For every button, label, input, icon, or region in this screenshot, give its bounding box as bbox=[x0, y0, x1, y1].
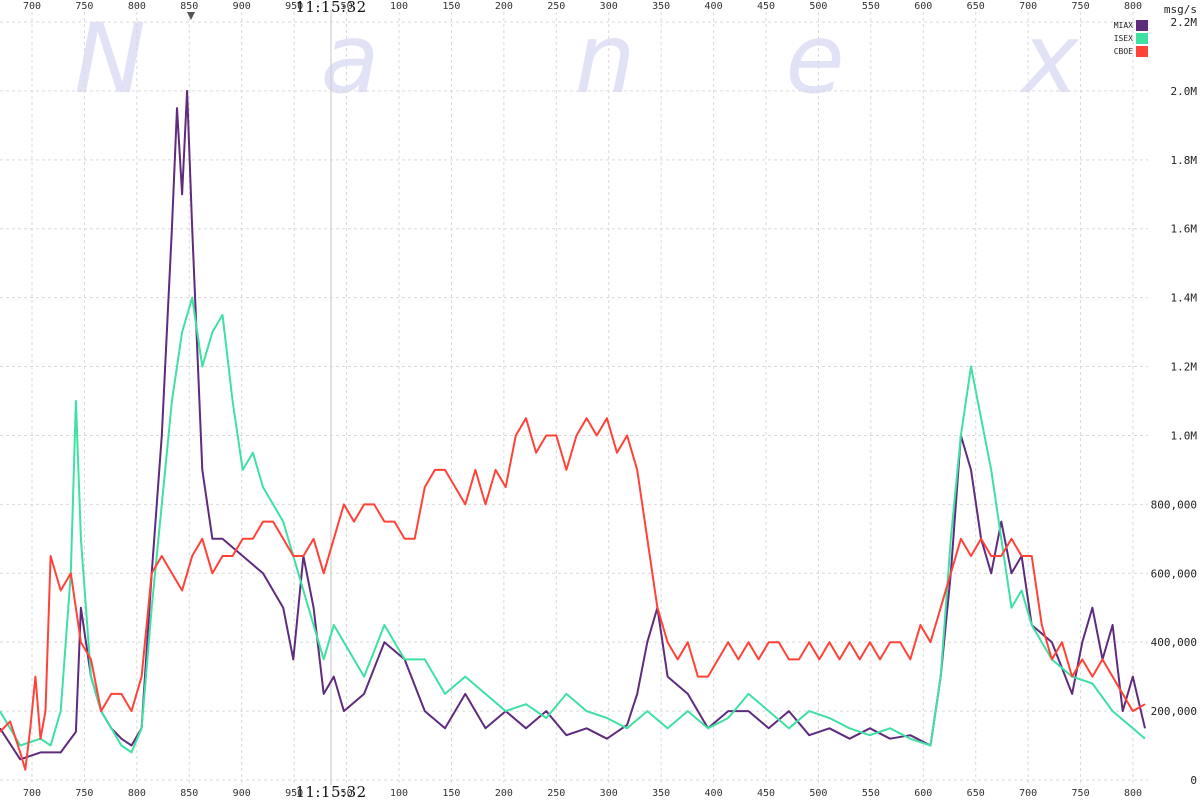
x-tick-label-bottom: 750 bbox=[1072, 788, 1090, 799]
x-tick-label-bottom: 300 bbox=[600, 788, 618, 799]
y-tick-label: 1.8M bbox=[1171, 154, 1198, 167]
time-label-bottom: 11:15:32 bbox=[295, 783, 366, 800]
y-axis-labels: 0 200,000 400,000 600,000 800,000 1.0M 1.2M 1.4… bbox=[1151, 16, 1198, 787]
y-tick-label: 400,000 bbox=[1151, 636, 1197, 649]
legend-swatch-miax bbox=[1136, 20, 1148, 31]
watermark-letter: n bbox=[575, 3, 636, 115]
series-line-miax bbox=[0, 89, 1146, 761]
series-line-cboe bbox=[0, 417, 1146, 771]
x-tick-label-top: 650 bbox=[967, 1, 985, 12]
legend-swatch-isex bbox=[1136, 33, 1148, 44]
x-tick-label-bottom: 750 bbox=[75, 788, 93, 799]
x-tick-label-top: 800 bbox=[128, 1, 146, 12]
x-tick-label-top: 750 bbox=[1072, 1, 1090, 12]
x-tick-label-bottom: 200 bbox=[495, 788, 513, 799]
x-tick-label-bottom: 350 bbox=[652, 788, 670, 799]
x-tick-label-top: 450 bbox=[757, 1, 775, 12]
x-tick-label-top: 800 bbox=[1124, 1, 1142, 12]
legend: MIAX ISEX CBOE bbox=[1114, 20, 1148, 57]
x-tick-label-bottom: 950 bbox=[285, 788, 303, 799]
x-axis-top-labels: 700 750 800 850 900 950 50 100 150 200 250 300 350 40… bbox=[23, 1, 1142, 12]
x-tick-label-bottom: 800 bbox=[1124, 788, 1142, 799]
x-tick-label-top: 900 bbox=[233, 1, 251, 12]
time-marker-arrow-icon bbox=[187, 12, 195, 20]
x-tick-label-top: 100 bbox=[390, 1, 408, 12]
x-tick-label-top: 950 bbox=[285, 1, 303, 12]
x-tick-label-top: 200 bbox=[495, 1, 513, 12]
watermark-letter: a bbox=[321, 3, 380, 115]
y-tick-label: 2.2M bbox=[1171, 16, 1198, 29]
x-tick-label-bottom: 450 bbox=[757, 788, 775, 799]
x-tick-label-bottom: 700 bbox=[23, 788, 41, 799]
y-tick-label: 1.2M bbox=[1171, 361, 1198, 374]
x-tick-label-bottom: 600 bbox=[914, 788, 932, 799]
legend-label-cboe: CBOE bbox=[1114, 47, 1133, 56]
watermark-letter: e bbox=[785, 3, 844, 115]
x-tick-label-top: 250 bbox=[547, 1, 565, 12]
chart-grid bbox=[0, 12, 1148, 785]
y-tick-label: 800,000 bbox=[1151, 498, 1197, 511]
y-tick-label: 2.0M bbox=[1171, 85, 1198, 98]
legend-label-miax: MIAX bbox=[1114, 21, 1133, 30]
y-tick-label: 0 bbox=[1190, 774, 1197, 787]
series-lines bbox=[0, 89, 1146, 771]
x-tick-label-top: 750 bbox=[75, 1, 93, 12]
x-tick-label-bottom: 100 bbox=[390, 788, 408, 799]
x-tick-label-top: 400 bbox=[705, 1, 723, 12]
x-tick-label-bottom: 250 bbox=[547, 788, 565, 799]
series-line-isex bbox=[0, 296, 1146, 754]
x-tick-label-bottom: 50 bbox=[341, 788, 353, 799]
x-tick-label-top: 700 bbox=[1019, 1, 1037, 12]
x-tick-label-bottom: 800 bbox=[128, 788, 146, 799]
y-tick-label: 200,000 bbox=[1151, 705, 1197, 718]
time-label-top: 11:15:32 bbox=[295, 0, 366, 16]
y-tick-label: 600,000 bbox=[1151, 567, 1197, 580]
x-tick-label-bottom: 400 bbox=[705, 788, 723, 799]
legend-swatch-cboe bbox=[1136, 46, 1148, 57]
legend-label-isex: ISEX bbox=[1114, 34, 1133, 43]
x-tick-label-bottom: 850 bbox=[180, 788, 198, 799]
y-tick-label: 1.0M bbox=[1171, 429, 1198, 442]
x-tick-label-top: 50 bbox=[341, 1, 353, 12]
x-tick-label-bottom: 550 bbox=[862, 788, 880, 799]
x-tick-label-bottom: 650 bbox=[967, 788, 985, 799]
y-tick-label: 1.4M bbox=[1171, 292, 1198, 305]
x-tick-label-bottom: 500 bbox=[809, 788, 827, 799]
x-tick-label-bottom: 150 bbox=[442, 788, 460, 799]
x-tick-label-bottom: 900 bbox=[233, 788, 251, 799]
x-tick-label-bottom: 700 bbox=[1019, 788, 1037, 799]
x-tick-label-top: 150 bbox=[442, 1, 460, 12]
x-tick-label-top: 700 bbox=[23, 1, 41, 12]
x-tick-label-top: 500 bbox=[809, 1, 827, 12]
x-tick-label-top: 850 bbox=[180, 1, 198, 12]
y-axis-unit-label: msg/s bbox=[1164, 3, 1197, 16]
x-tick-label-top: 600 bbox=[914, 1, 932, 12]
x-tick-label-top: 550 bbox=[862, 1, 880, 12]
y-tick-label: 1.6M bbox=[1171, 223, 1198, 236]
x-tick-label-top: 350 bbox=[652, 1, 670, 12]
x-axis-bottom-labels: 700 750 800 850 900 950 50 100 150 200 250 300 350 40… bbox=[23, 788, 1142, 799]
x-tick-label-top: 300 bbox=[600, 1, 618, 12]
